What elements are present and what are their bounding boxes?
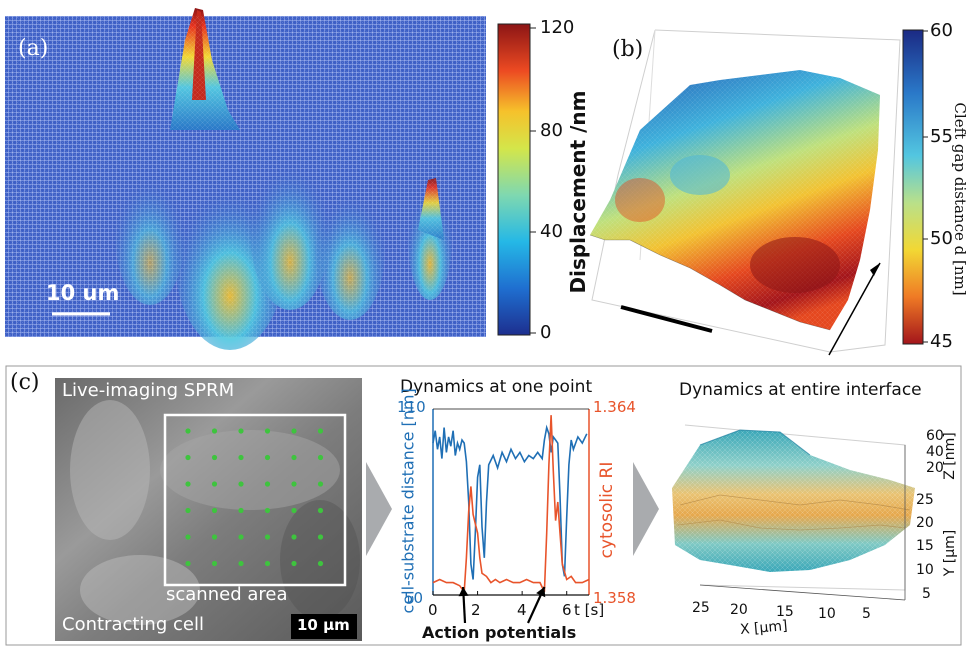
- scan-dot: [185, 481, 190, 486]
- panel-a-colorbar-title: Displacement /nm: [566, 72, 590, 312]
- sprm-bottom-label: Contracting cell: [62, 614, 204, 635]
- scan-dot: [185, 455, 190, 460]
- scan-dot: [212, 481, 217, 486]
- y-tick-20: 20: [916, 515, 934, 531]
- scan-dot: [318, 428, 323, 433]
- y-right-tick-1364: 1.364: [593, 398, 636, 416]
- x-tick-4: 4: [517, 601, 527, 619]
- panel-a-scalebar-label: 10 um: [46, 281, 119, 305]
- panel-a-colorbar-tick-120: 120: [540, 17, 574, 38]
- scan-dot: [238, 481, 243, 486]
- scan-dot: [318, 481, 323, 486]
- scan-dot: [265, 428, 270, 433]
- x-tick-6: 6: [562, 601, 572, 619]
- scan-dot: [212, 508, 217, 513]
- sprm-top-label: Live-imaging SPRM: [62, 380, 234, 401]
- panel-b-scalebar-line: [621, 307, 712, 331]
- x-label: t [s]: [574, 601, 604, 619]
- z-axis-label: Z [nm]: [942, 426, 958, 486]
- scan-dot: [238, 428, 243, 433]
- scan-dot: [318, 561, 323, 566]
- y-tick-5: 5: [922, 586, 931, 602]
- interface-surface-plot: [672, 425, 915, 600]
- panel-a-colorbar: [498, 24, 530, 335]
- scan-dot: [238, 534, 243, 539]
- scan-dot: [318, 508, 323, 513]
- scan-dot: [265, 455, 270, 460]
- x-tick-5: 5: [862, 606, 871, 622]
- scan-dot: [265, 481, 270, 486]
- panel-a-colorbar-tick-0: 0: [540, 322, 551, 343]
- scan-dot: [238, 561, 243, 566]
- scan-dot: [265, 508, 270, 513]
- chevron-arrow-2: [633, 462, 659, 556]
- panel-a-colorbar-tick-40: 40: [540, 221, 563, 242]
- scan-dot: [238, 455, 243, 460]
- scan-dot: [185, 534, 190, 539]
- scan-dot: [212, 455, 217, 460]
- panel-b-surface-plot: [590, 30, 900, 352]
- panel-b-colorbar-ticks: [923, 31, 928, 342]
- x-tick-20: 20: [730, 602, 748, 618]
- y-tick-15: 15: [916, 538, 934, 554]
- panel-b-colorbar: [903, 30, 923, 344]
- scan-dot: [185, 561, 190, 566]
- action-potentials-label: Action potentials: [422, 623, 576, 642]
- panel-b-label: (b): [612, 37, 643, 62]
- scan-dot: [265, 534, 270, 539]
- scan-dot: [291, 428, 296, 433]
- scan-dot: [212, 561, 217, 566]
- scan-dot: [185, 508, 190, 513]
- distance-series-line: [433, 428, 587, 580]
- panel-c-label: (c): [10, 370, 40, 395]
- panel-a-colorbar-tick-80: 80: [540, 120, 563, 141]
- y-axis-label: Y [µm]: [942, 523, 958, 583]
- scan-dot: [291, 508, 296, 513]
- scan-dot: [318, 534, 323, 539]
- y-right-label: cytosolic RI: [597, 425, 617, 595]
- panel-b-colorbar-title: Cleft gap distance d [nm]: [951, 49, 967, 349]
- panel-a-colorbar-ticks: [530, 28, 536, 333]
- one-point-chart: [433, 409, 589, 623]
- y-tick-10: 10: [916, 562, 934, 578]
- scan-dot: [212, 534, 217, 539]
- y-left-label: cell-substrate distance [nm]: [400, 404, 417, 614]
- x-tick-0: 0: [428, 601, 438, 619]
- action-potential-arrowhead: [459, 587, 469, 596]
- scan-dot: [265, 561, 270, 566]
- x-tick-2: 2: [471, 601, 481, 619]
- chart-title: Dynamics at one point: [400, 377, 592, 397]
- surface-title: Dynamics at entire interface: [679, 380, 922, 400]
- scanned-area-label: scanned area: [166, 584, 287, 605]
- scan-dot: [185, 428, 190, 433]
- sprm-scalebar-label: 10 µm: [297, 616, 350, 634]
- y-tick-25: 25: [916, 492, 934, 508]
- panel-a-label: (a): [18, 36, 48, 61]
- scan-dot: [291, 455, 296, 460]
- scan-dot: [212, 428, 217, 433]
- scan-dot: [291, 561, 296, 566]
- x-tick-10: 10: [818, 606, 836, 622]
- scan-dot: [291, 481, 296, 486]
- scan-dot: [238, 508, 243, 513]
- chevron-arrow-1: [366, 462, 392, 556]
- scan-dot: [291, 534, 296, 539]
- scan-dot: [318, 455, 323, 460]
- x-tick-25: 25: [692, 600, 710, 616]
